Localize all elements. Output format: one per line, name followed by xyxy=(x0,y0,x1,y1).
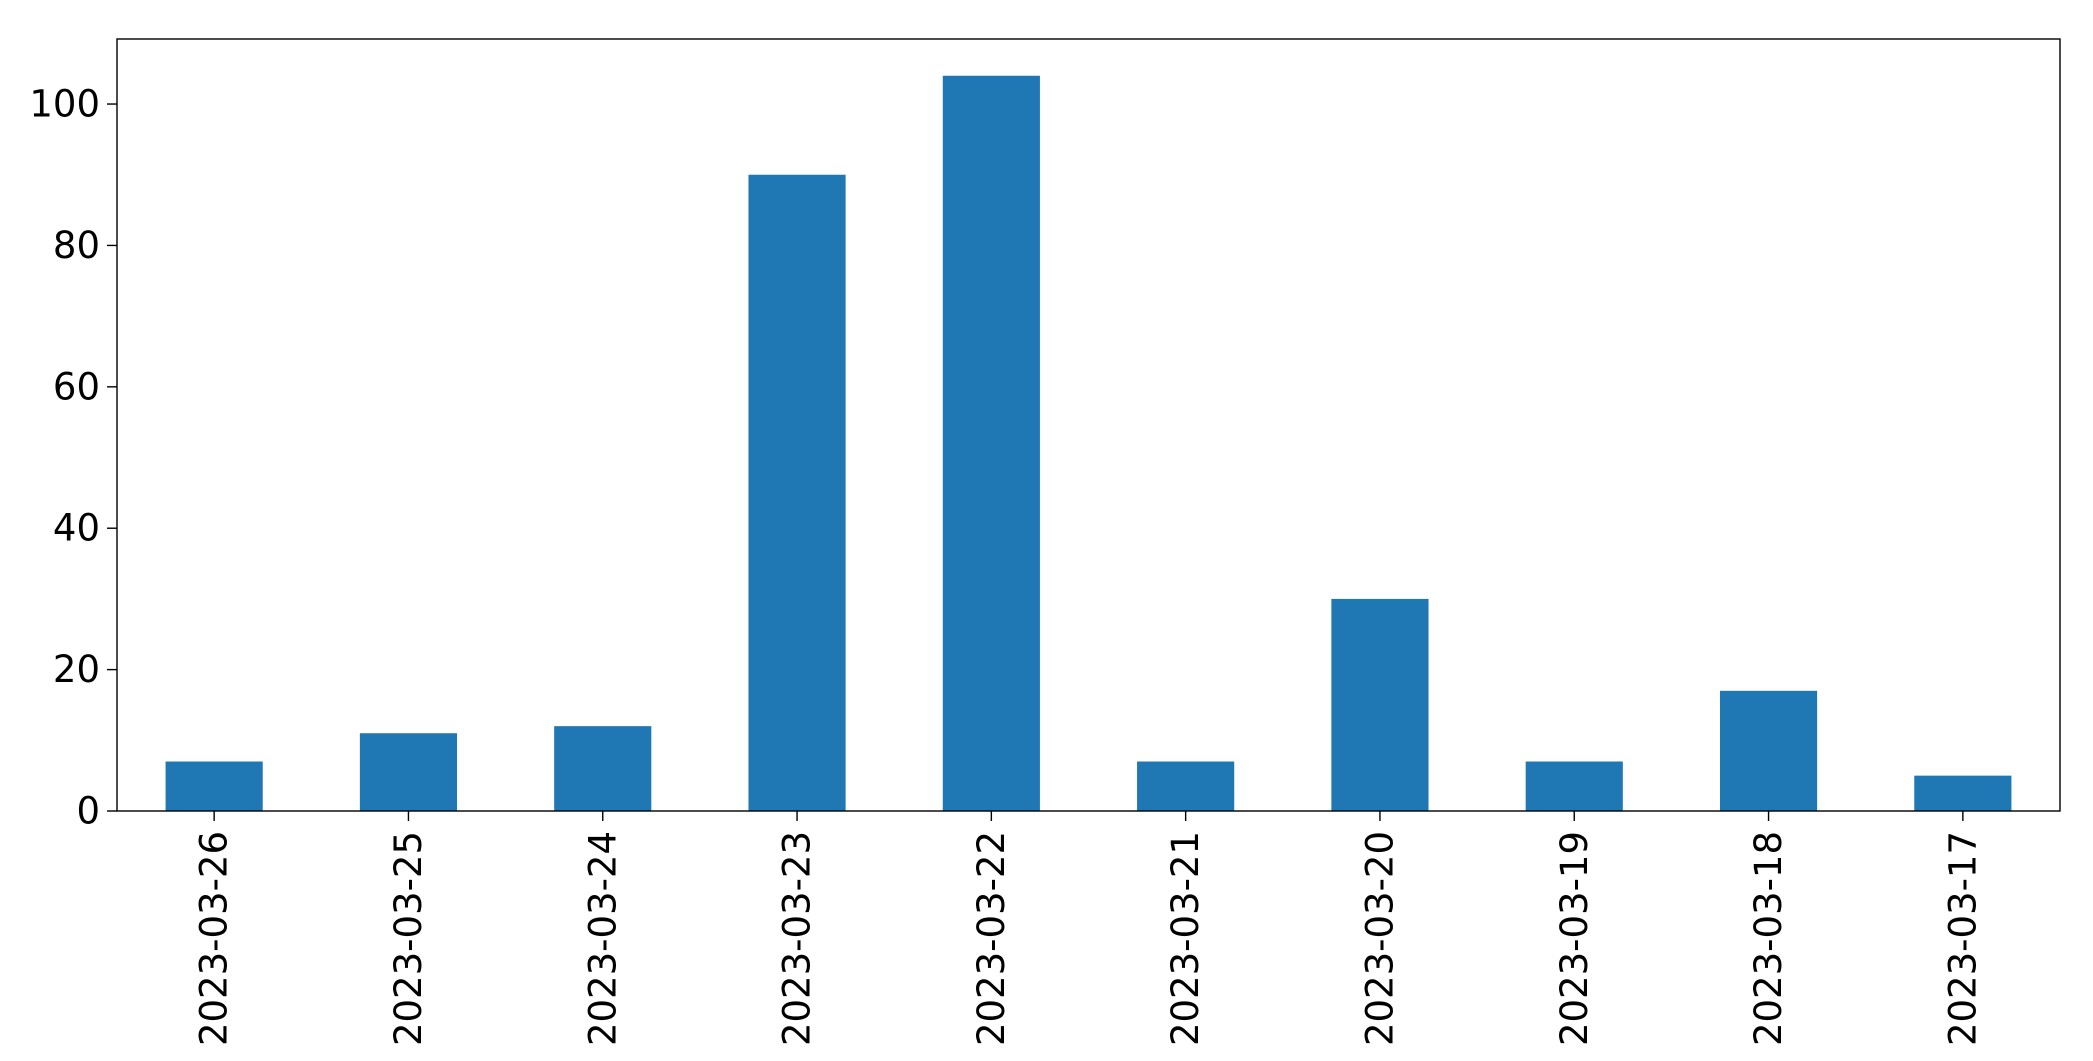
x-tick-label: 2023-03-26 xyxy=(193,831,236,1046)
y-tick-label: 20 xyxy=(53,648,100,691)
y-tick-label: 60 xyxy=(53,365,100,408)
y-tick-label: 80 xyxy=(53,224,100,267)
bars-group xyxy=(165,75,2012,811)
x-tick-label: 2023-03-25 xyxy=(387,831,430,1046)
bar-2023-03-17 xyxy=(1914,775,2012,811)
bar-2023-03-24 xyxy=(554,726,652,811)
y-tick-label: 40 xyxy=(53,507,100,550)
x-tick-label: 2023-03-21 xyxy=(1164,831,1207,1046)
x-tick-label: 2023-03-18 xyxy=(1747,831,1790,1046)
y-axis: 0 20 40 60 80 100 xyxy=(29,83,117,833)
y-tick-label: 0 xyxy=(76,790,100,833)
x-tick-label: 2023-03-20 xyxy=(1358,831,1401,1046)
bar-2023-03-26 xyxy=(165,761,263,811)
bar-2023-03-23 xyxy=(748,174,846,811)
bar-2023-03-22 xyxy=(942,75,1040,811)
bar-2023-03-20 xyxy=(1331,598,1429,811)
x-tick-label: 2023-03-24 xyxy=(581,831,624,1046)
x-tick-label: 2023-03-19 xyxy=(1553,831,1596,1046)
bar-2023-03-18 xyxy=(1719,690,1818,811)
x-axis: 2023-03-26 2023-03-25 2023-03-24 2023-03-23… xyxy=(193,811,1984,1046)
y-tick-label: 100 xyxy=(29,83,100,126)
bar-2023-03-19 xyxy=(1525,761,1623,811)
bar-2023-03-21 xyxy=(1137,761,1235,811)
bar-2023-03-25 xyxy=(359,733,458,811)
x-tick-label: 2023-03-22 xyxy=(970,831,1013,1046)
plot-frame xyxy=(116,38,2061,812)
x-tick-label: 2023-03-17 xyxy=(1941,831,1984,1046)
x-tick-label: 2023-03-23 xyxy=(776,831,819,1046)
